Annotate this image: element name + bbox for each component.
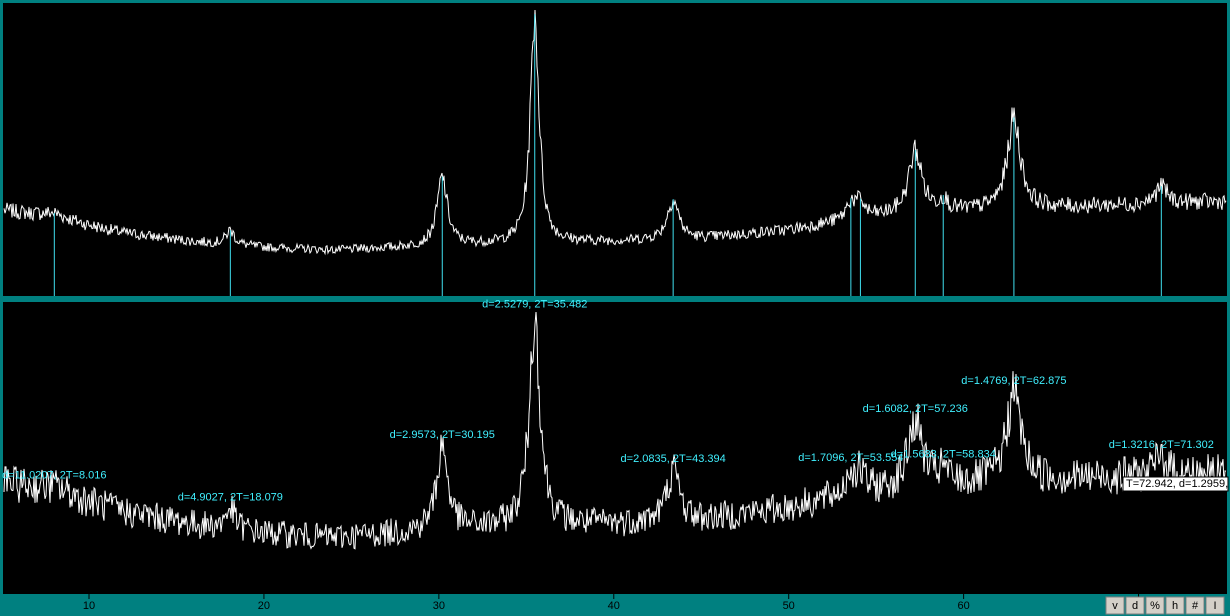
toolbar-button[interactable] xyxy=(1205,596,1225,615)
peak-label: d=1.7096, 2T=53.554 xyxy=(798,452,903,464)
toolbar-button-label[interactable]: % xyxy=(1150,600,1160,612)
toolbar-button[interactable] xyxy=(1145,596,1165,615)
toolbar-button-label[interactable]: I xyxy=(1213,600,1216,612)
peak-label: d=11.0207, 2T=8.016 xyxy=(2,469,106,481)
peak-label: d=1.3216, 2T=71.302 xyxy=(1109,439,1214,451)
peak-label: d=2.0835, 2T=43.394 xyxy=(621,453,726,465)
x-tick-label: 60 xyxy=(957,600,969,612)
peak-label: d=4.9027, 2T=18.079 xyxy=(178,491,283,503)
toolbar-button-label[interactable]: v xyxy=(1112,600,1118,612)
axis-strip xyxy=(0,595,1230,616)
top-panel xyxy=(3,3,1227,296)
x-tick-label: 10 xyxy=(83,600,95,612)
toolbar-button-label[interactable]: h xyxy=(1172,600,1178,612)
peak-label: d=1.5683, 2T=58.834 xyxy=(891,449,996,461)
spectrum-trace xyxy=(3,9,1227,256)
x-tick-label: 40 xyxy=(608,600,620,612)
peak-label: d=2.9573, 2T=30.195 xyxy=(390,429,495,441)
peak-label: d=1.6082, 2T=57.236 xyxy=(863,403,968,415)
toolbar-button[interactable] xyxy=(1125,596,1145,615)
x-tick-label: 20 xyxy=(258,600,270,612)
spectrum-trace xyxy=(3,311,1227,550)
bottom-panel xyxy=(3,302,1227,594)
toolbar-button[interactable] xyxy=(1165,596,1185,615)
toolbar-button-label[interactable]: d xyxy=(1132,600,1138,612)
cursor-readout: T=72.942, d=1.2959, xyxy=(1126,478,1228,490)
x-tick-label: 50 xyxy=(783,600,795,612)
toolbar-button[interactable] xyxy=(1185,596,1205,615)
peak-label: d=2.5279, 2T=35.482 xyxy=(482,299,587,311)
peak-label: d=1.4769, 2T=62.875 xyxy=(961,375,1066,387)
x-tick-label: 30 xyxy=(433,600,445,612)
cursor-box xyxy=(1122,476,1229,492)
toolbar-button[interactable] xyxy=(1105,596,1125,615)
toolbar-button-label[interactable]: # xyxy=(1192,600,1199,612)
